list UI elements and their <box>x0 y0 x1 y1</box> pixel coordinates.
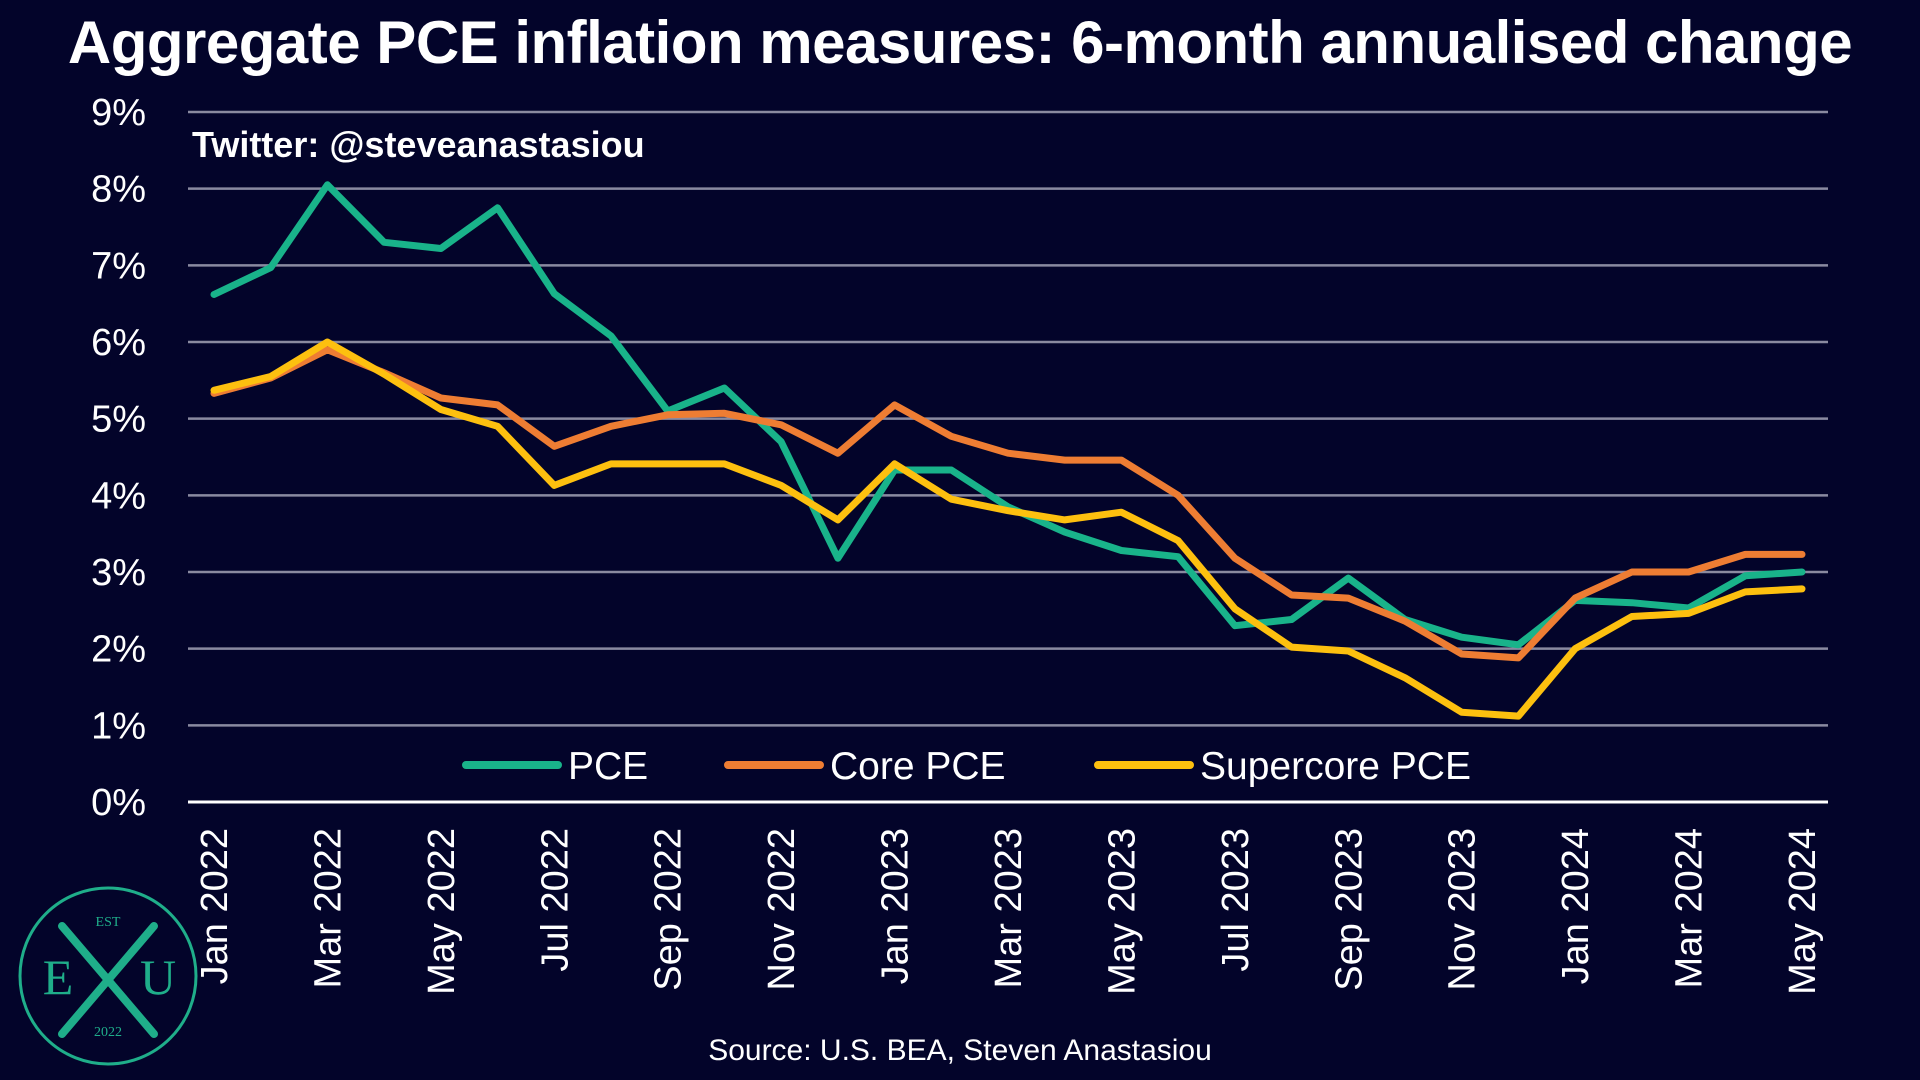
y-tick-label: 9% <box>91 92 146 134</box>
legend-label: Core PCE <box>830 745 1006 788</box>
x-tick-label: Jul 2022 <box>534 828 576 972</box>
legend: PCE Core PCE Supercore PCE <box>462 745 1471 788</box>
y-tick-label: 7% <box>91 245 146 287</box>
legend-item-core-pce: Core PCE <box>724 745 1006 788</box>
logo-letter-e: E <box>43 949 74 1005</box>
logo-badge: EST E U 2022 <box>18 886 198 1066</box>
y-tick-label: 6% <box>91 322 146 364</box>
series-line-supercore-pce <box>210 338 1806 720</box>
logo-ring <box>18 886 198 1066</box>
series-line-pce <box>210 181 1806 649</box>
x-axis-ticks: Jan 2022 Mar 2022 May 2022 Jul 2022 Sep 2022… <box>194 828 1824 995</box>
x-tick-label: May 2022 <box>421 828 463 995</box>
x-tick-label: Jan 2023 <box>875 828 917 984</box>
x-tick-label: Sep 2023 <box>1328 828 1370 991</box>
x-tick-label: Mar 2022 <box>307 828 349 989</box>
legend-label: PCE <box>568 745 648 788</box>
x-tick-label: Jul 2023 <box>1215 828 1257 972</box>
x-tick-label: Jan 2022 <box>194 828 236 984</box>
x-tick-label: May 2023 <box>1101 828 1143 995</box>
y-axis-ticks: 0% 1% 2% 3% 4% 5% 6% 7% 8% 9% <box>91 92 146 824</box>
x-tick-label: Nov 2022 <box>761 828 803 991</box>
x-tick-label: Mar 2023 <box>988 828 1030 989</box>
y-tick-label: 1% <box>91 705 146 747</box>
legend-item-pce: PCE <box>462 745 648 788</box>
gridlines <box>188 110 1828 804</box>
legend-label: Supercore PCE <box>1200 745 1471 788</box>
y-tick-label: 8% <box>91 169 146 211</box>
y-tick-label: 4% <box>91 475 146 517</box>
y-tick-label: 0% <box>91 782 146 824</box>
source-note: Source: U.S. BEA, Steven Anastasiou <box>708 1034 1212 1067</box>
x-tick-label: May 2024 <box>1782 828 1824 995</box>
logo-stroke <box>58 922 158 1038</box>
x-tick-label: Nov 2023 <box>1442 828 1484 991</box>
x-tick-label: Sep 2022 <box>648 828 690 991</box>
logo-letter-u: U <box>140 949 176 1005</box>
legend-item-supercore-pce: Supercore PCE <box>1094 745 1471 788</box>
y-tick-label: 5% <box>91 399 146 441</box>
twitter-handle: Twitter: @steveanastasiou <box>192 124 645 165</box>
x-tick-label: Jan 2024 <box>1555 828 1597 984</box>
series-line-core-pce <box>210 346 1806 662</box>
chart-title: Aggregate PCE inflation measures: 6-mont… <box>67 9 1853 76</box>
logo-est: EST <box>96 915 121 930</box>
logo-year: 2022 <box>94 1025 122 1040</box>
y-tick-label: 2% <box>91 629 146 671</box>
series-lines <box>210 181 1806 720</box>
y-tick-label: 3% <box>91 552 146 594</box>
x-tick-label: Mar 2024 <box>1669 828 1711 989</box>
